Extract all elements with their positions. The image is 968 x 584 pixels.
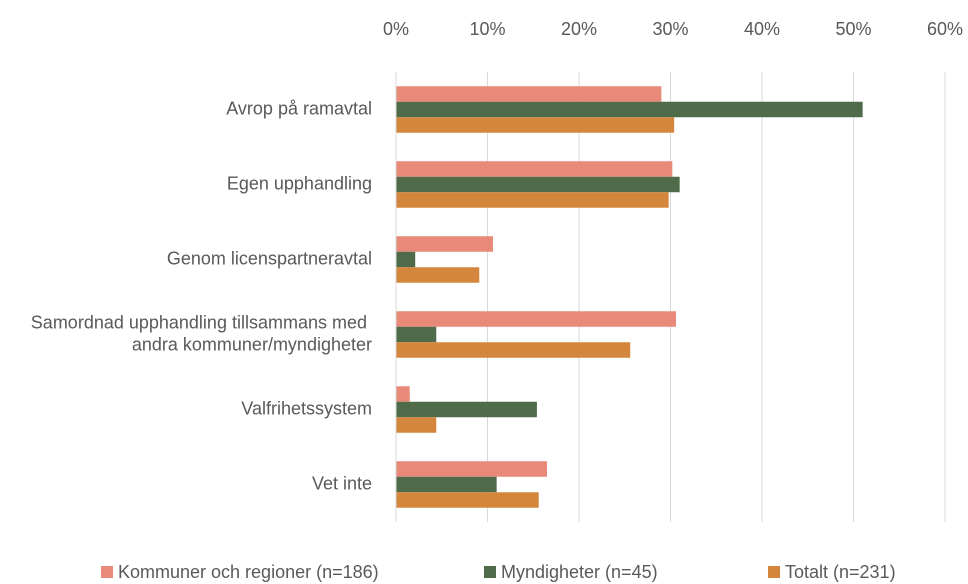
category-label-line: andra kommuner/myndigheter [132,334,372,354]
bar [396,311,676,327]
bar [396,251,416,268]
x-tick-label: 30% [652,19,688,39]
x-tick-label: 50% [835,19,871,39]
category-label: Genom licenspartneravtal [167,248,372,268]
bar [396,476,497,493]
bar [396,236,493,252]
bar [396,492,539,508]
category-label: Vet inte [312,473,372,493]
category-label: Egen upphandling [227,173,372,193]
legend-label: Myndigheter (n=45) [501,562,658,582]
category-label: Avrop på ramavtal [226,98,372,118]
category-label: Valfrihetssystem [241,398,372,418]
x-tick-label: 10% [469,19,505,39]
bar [396,417,437,433]
bar [396,326,437,343]
x-tick-label: 40% [744,19,780,39]
bar [396,461,547,477]
bar [396,192,669,208]
bar [396,267,480,283]
category-label: Samordnad upphandling tillsammans med an… [31,312,372,354]
legend-swatch [101,566,113,578]
bar [396,401,537,418]
legend-label: Kommuner och regioner (n=186) [118,562,379,582]
bar [396,342,631,358]
bar [396,176,680,193]
bar [396,161,673,177]
category-label-line: Samordnad upphandling tillsammans med [31,312,372,332]
x-tick-label: 20% [561,19,597,39]
x-tick-label: 0% [383,19,409,39]
bar [396,86,662,102]
legend-label: Totalt (n=231) [785,562,896,582]
legend-swatch [484,566,496,578]
bar [396,117,675,133]
bar [396,101,863,118]
legend-swatch [768,566,780,578]
x-tick-label: 60% [927,19,963,39]
bar [396,386,410,402]
